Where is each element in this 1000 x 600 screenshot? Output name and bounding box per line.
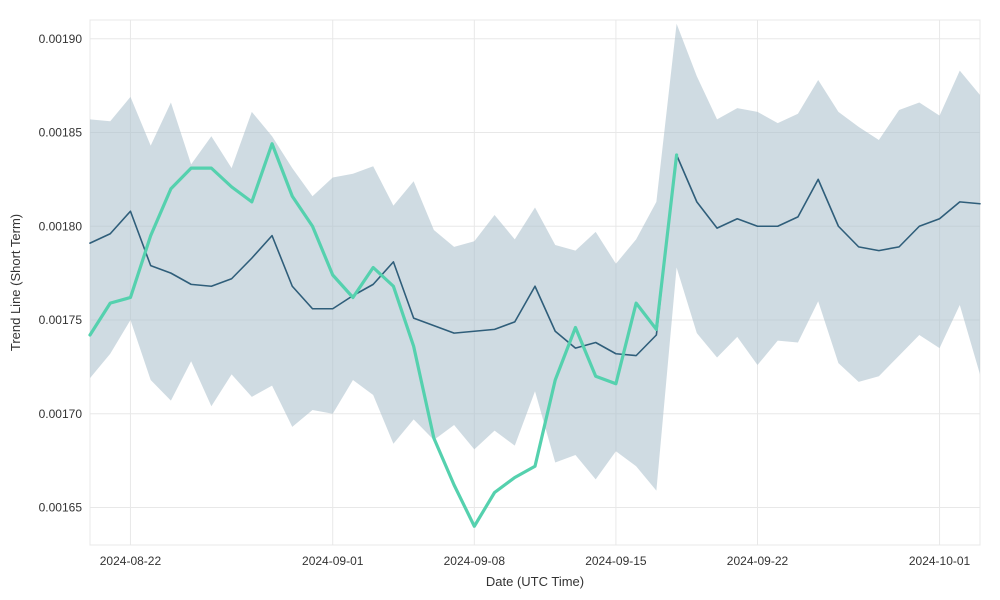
ytick-label: 0.00175 xyxy=(39,313,83,327)
ytick-label: 0.00185 xyxy=(39,126,83,140)
xtick-label: 2024-10-01 xyxy=(909,554,971,568)
y-axis-label: Trend Line (Short Term) xyxy=(8,214,23,351)
ytick-label: 0.00170 xyxy=(39,407,83,421)
x-axis-label: Date (UTC Time) xyxy=(486,574,584,589)
xtick-label: 2024-09-15 xyxy=(585,554,647,568)
xtick-label: 2024-08-22 xyxy=(100,554,162,568)
xtick-label: 2024-09-22 xyxy=(727,554,789,568)
xtick-label: 2024-09-08 xyxy=(444,554,506,568)
chart-svg: 0.00165 0.00170 0.00175 0.00180 0.00185 0.001… xyxy=(0,0,1000,600)
confidence-band xyxy=(90,24,980,491)
xtick-label: 2024-09-01 xyxy=(302,554,364,568)
ytick-label: 0.00165 xyxy=(39,501,83,515)
ytick-label: 0.00190 xyxy=(39,32,83,46)
trend-chart: 0.00165 0.00170 0.00175 0.00180 0.00185 0.001… xyxy=(0,0,1000,600)
ytick-label: 0.00180 xyxy=(39,219,83,233)
